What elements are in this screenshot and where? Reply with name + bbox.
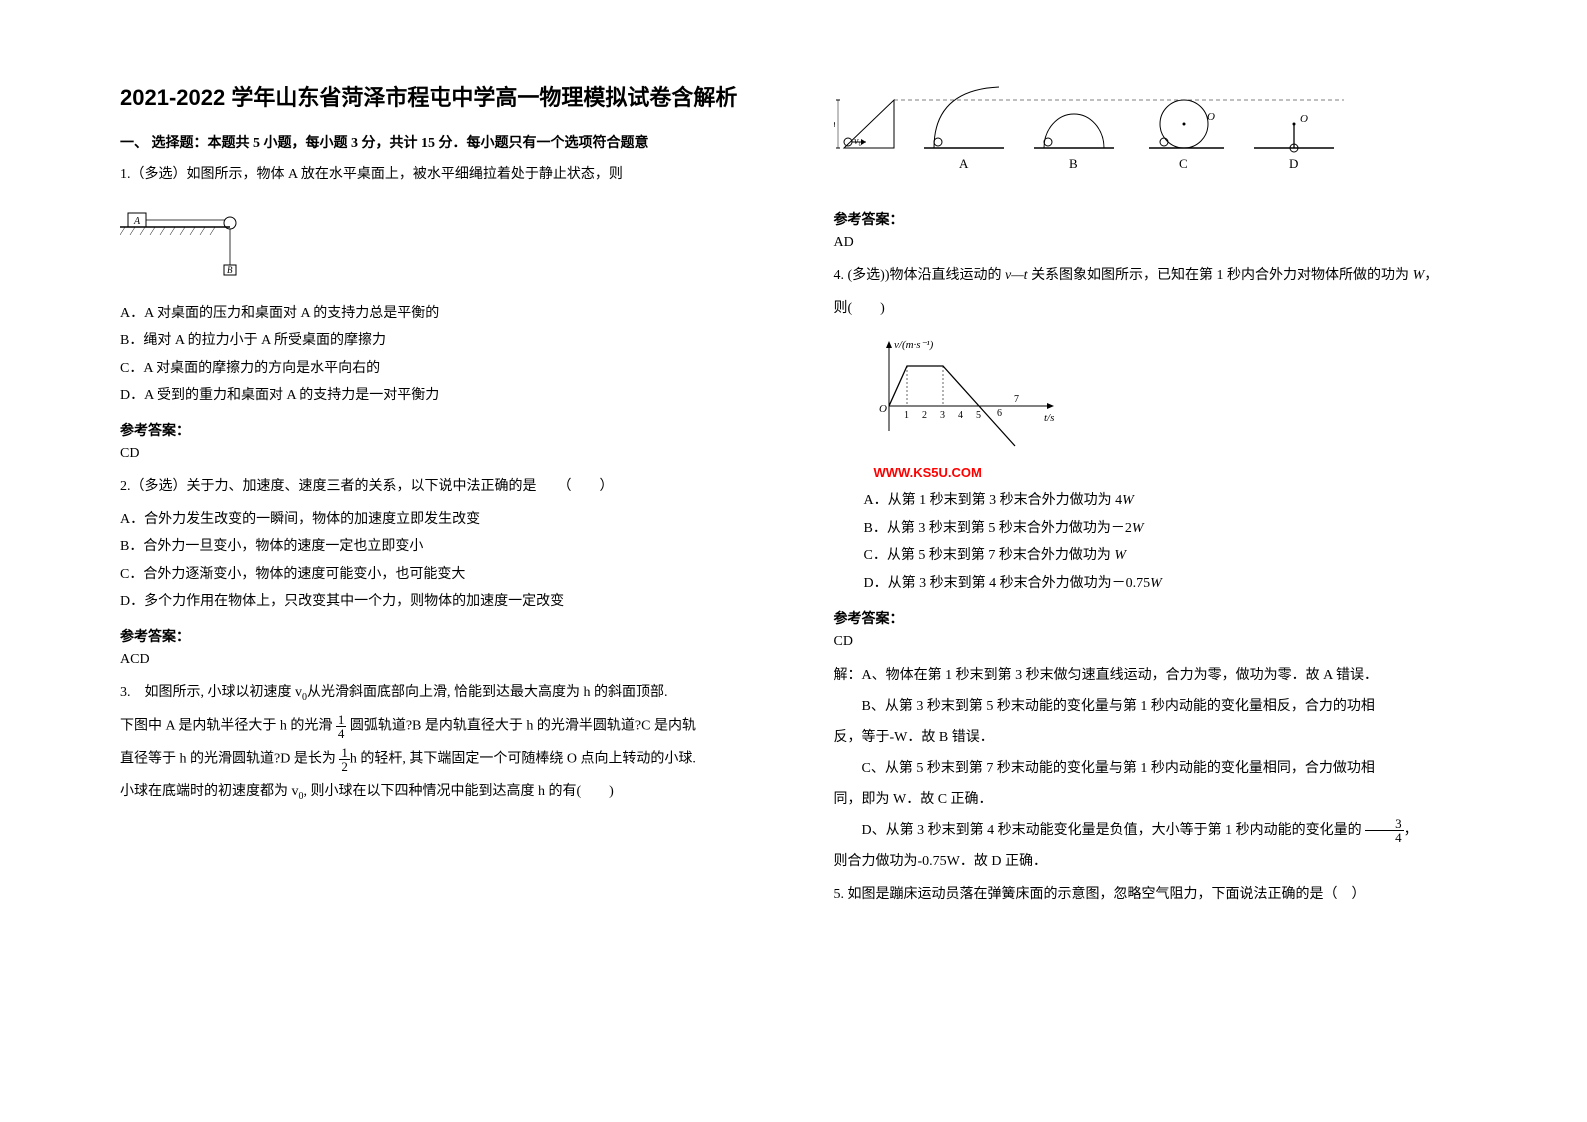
q4-graph: v/(m·s⁻¹) t/s O 1 2 3 4 5 6 7 — [864, 336, 1064, 456]
q3-line2-pre: 下图中 A 是内轨半径大于 h 的光滑 — [120, 718, 336, 733]
right-column: h v₀ A B O C O D 参考答案： AD 4. (多选))物体沿直线运… — [794, 80, 1488, 1082]
q4-stem-vt: v—t — [1005, 268, 1028, 283]
svg-text:h: h — [834, 118, 836, 130]
q4-exp-3b: 同，即为 W．故 C 正确． — [834, 786, 1468, 814]
q4-stem-pre: 4. (多选))物体沿直线运动的 — [834, 268, 1006, 283]
q4-option-d: D．从第 3 秒末到第 4 秒末合外力做功为－0.75W — [864, 571, 1468, 598]
q3-line4-post: , 则小球在以下四种情况中能到达高度 h 的有( ) — [304, 784, 614, 799]
q3-figure: h v₀ A B O C O D — [834, 80, 1354, 180]
svg-text:2: 2 — [922, 410, 927, 421]
svg-text:6: 6 — [997, 408, 1002, 419]
q1-option-b: B．绳对 A 的拉力小于 A 所受桌面的摩擦力 — [120, 328, 754, 355]
q4-exp-5: 则合力做功为-0.75W．故 D 正确． — [834, 848, 1468, 876]
q4-answer: CD — [834, 634, 1468, 650]
document-title: 2021-2022 学年山东省菏泽市程屯中学高一物理模拟试卷含解析 — [120, 80, 754, 112]
q4-answer-label: 参考答案： — [834, 608, 1468, 628]
q4-exp-2b: 反，等于-W．故 B 错误． — [834, 724, 1468, 752]
q3-line3-pre: 直径等于 h 的光滑圆轨道?D 是长为 — [120, 752, 339, 767]
q1-stem: 1.（多选）如图所示，物体 A 放在水平桌面上，被水平细绳拉着处于静止状态，则 — [120, 162, 754, 189]
q4-exp-4: D、从第 3 秒末到第 4 秒末动能变化量是负值，大小等于第 1 秒内动能的变化… — [834, 817, 1468, 845]
q3-stem-pre: 3. 如图所示, 小球以初速度 v — [120, 685, 302, 700]
q3-line4: 小球在底端时的初速度都为 v0, 则小球在以下四种情况中能到达高度 h 的有( … — [120, 779, 754, 806]
svg-text:B: B — [227, 265, 233, 275]
q3-stem-post1: 从光滑斜面底部向上滑, 恰能到达最大高度为 h 的斜面顶部. — [307, 685, 668, 700]
q1-answer: CD — [120, 446, 754, 462]
q1-option-c: C．A 对桌面的摩擦力的方向是水平向右的 — [120, 356, 754, 383]
q4-stem-post: 关系图象如图所示，已知在第 1 秒内合外力对物体所做的功为 — [1028, 268, 1413, 283]
q4-option-b: B．从第 3 秒末到第 5 秒末合外力做功为－2W — [864, 516, 1468, 543]
svg-text:4: 4 — [958, 410, 963, 421]
q1-figure: A B — [120, 205, 260, 285]
svg-text:v/(m·s⁻¹): v/(m·s⁻¹) — [894, 339, 934, 351]
svg-text:O: O — [1207, 111, 1215, 123]
svg-text:5: 5 — [976, 410, 981, 421]
svg-text:t/s: t/s — [1044, 412, 1054, 424]
q4-exp-3: C、从第 5 秒末到第 7 秒末动能的变化量与第 1 秒内动能的变化量相同，合力… — [834, 755, 1468, 783]
q3-answer-label: 参考答案： — [834, 209, 1468, 229]
q1-answer-label: 参考答案： — [120, 420, 754, 440]
q2-answer-label: 参考答案： — [120, 626, 754, 646]
q5-stem: 5. 如图是蹦床运动员落在弹簧床面的示意图，忽略空气阻力，下面说法正确的是（ ） — [834, 882, 1468, 909]
q3-line3: 直径等于 h 的光滑圆轨道?D 是长为 12h 的轻杆, 其下端固定一个可随棒绕… — [120, 746, 754, 773]
q2-option-c: C．合外力逐渐变小，物体的速度可能变小，也可能变大 — [120, 562, 754, 589]
q3-line2: 下图中 A 是内轨半径大于 h 的光滑 14 圆弧轨道?B 是内轨直径大于 h … — [120, 713, 754, 740]
q4-stem-w: W — [1413, 268, 1425, 283]
q4-exp-2: B、从第 3 秒末到第 5 秒末动能的变化量与第 1 秒内动能的变化量相反，合力… — [834, 693, 1468, 721]
svg-text:1: 1 — [904, 410, 909, 421]
q3-answer: AD — [834, 235, 1468, 251]
svg-text:7: 7 — [1014, 394, 1019, 405]
svg-text:C: C — [1179, 156, 1188, 171]
q2-stem: 2.（多选）关于力、加速度、速度三者的关系，以下说中法正确的是 （ ） — [120, 474, 754, 501]
q3-frac1: 14 — [336, 713, 347, 740]
svg-text:D: D — [1289, 156, 1298, 171]
svg-text:O: O — [879, 403, 887, 415]
section-heading: 一、 选择题：本题共 5 小题，每小题 3 分，共计 15 分．每小题只有一个选… — [120, 132, 754, 152]
q4-stem-line2: 则( ) — [834, 296, 1468, 323]
q4-exp-1: 解：A、物体在第 1 秒末到第 3 秒末做匀速直线运动，合力为零，做功为零．故 … — [834, 662, 1468, 690]
svg-text:3: 3 — [940, 410, 945, 421]
q3-line2-post: 圆弧轨道?B 是内轨直径大于 h 的光滑半圆轨道?C 是内轨 — [346, 718, 696, 733]
q4-option-a: A．从第 1 秒末到第 3 秒末合外力做功为 4W — [864, 488, 1468, 515]
svg-text:A: A — [959, 156, 969, 171]
svg-text:A: A — [133, 216, 141, 227]
q3-line4-pre: 小球在底端时的初速度都为 v — [120, 784, 299, 799]
q1-option-d: D．A 受到的重力和桌面对 A 的支持力是一对平衡力 — [120, 383, 754, 410]
q4-exp-frac: 34 — [1365, 817, 1404, 844]
q4-stem: 4. (多选))物体沿直线运动的 v—t 关系图象如图所示，已知在第 1 秒内合… — [834, 263, 1468, 290]
q2-option-a: A．合外力发生改变的一瞬间，物体的加速度立即发生改变 — [120, 507, 754, 534]
q4-option-c: C．从第 5 秒末到第 7 秒末合外力做功为 W — [864, 543, 1468, 570]
q3-frac2: 12 — [339, 746, 350, 773]
q4-stem-end: ， — [1424, 268, 1438, 283]
svg-text:B: B — [1069, 156, 1078, 171]
q3-line3-post: h 的轻杆, 其下端固定一个可随棒绕 O 点向上转动的小球. — [350, 752, 696, 767]
left-column: 2021-2022 学年山东省菏泽市程屯中学高一物理模拟试卷含解析 一、 选择题… — [100, 80, 794, 1082]
q2-answer: ACD — [120, 652, 754, 668]
svg-text:O: O — [1300, 113, 1308, 125]
q1-option-a: A．A 对桌面的压力和桌面对 A 的支持力总是平衡的 — [120, 301, 754, 328]
q3-stem: 3. 如图所示, 小球以初速度 v0从光滑斜面底部向上滑, 恰能到达最大高度为 … — [120, 680, 754, 707]
q2-option-d: D．多个力作用在物体上，只改变其中一个力，则物体的加速度一定改变 — [120, 589, 754, 616]
watermark: WWW.KS5U.COM — [874, 465, 1468, 480]
q2-option-b: B．合外力一旦变小，物体的速度一定也立即变小 — [120, 534, 754, 561]
